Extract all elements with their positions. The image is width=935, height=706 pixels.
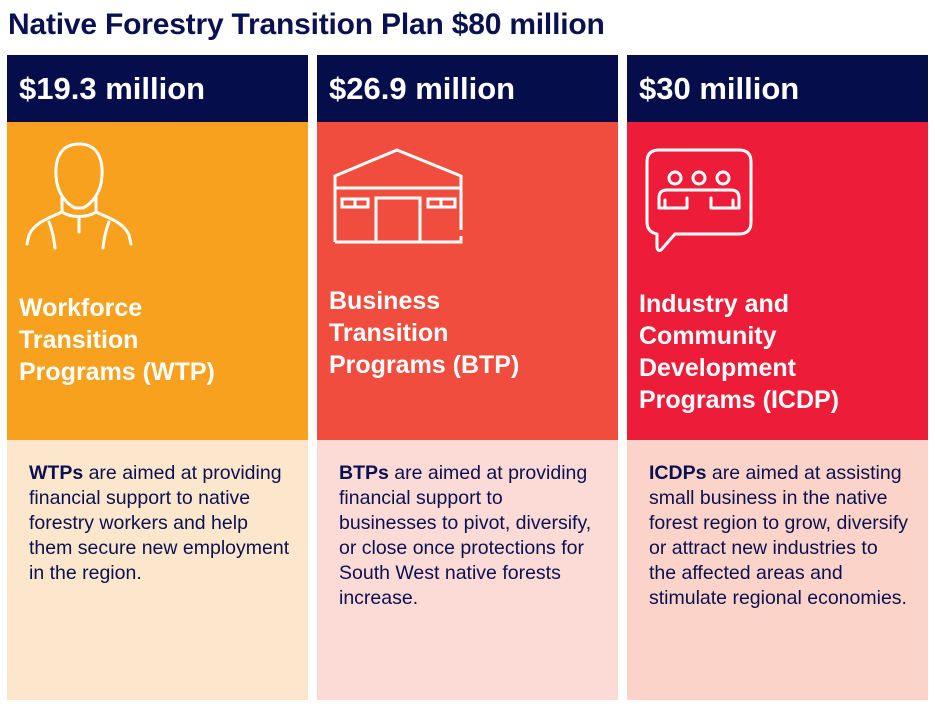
btp-name-line: Transition [329,319,449,347]
wtp-desc-text: are aimed at providing financial support… [29,462,290,584]
wtp-band: Workforce Transition Programs (WTP) [7,122,308,440]
icdp-description: ICDPs are aimed at assisting small busin… [627,440,928,700]
warehouse-icon [333,148,465,249]
wtp-name-line: Programs (WTP) [19,358,215,386]
btp-desc-bold: BTPs [339,462,389,484]
btp-name: Business Transition Programs (BTP) [329,285,519,381]
icdp-column: $30 million Industry and Community Devel… [627,55,928,700]
wtp-description: WTPs are aimed at providing financial su… [7,440,308,700]
btp-desc-text: are aimed at providing financial support… [339,462,592,609]
wtp-name-line: Workforce [19,294,143,322]
page-title: Native Forestry Transition Plan $80 mill… [8,8,605,41]
icdp-name: Industry and Community Development Progr… [639,288,839,416]
icdp-desc-text: are aimed at assisting small business in… [649,462,909,609]
icdp-name-line: Development [639,354,796,382]
icdp-name-line: Industry and [639,290,790,318]
btp-name-line: Programs (BTP) [329,351,520,379]
btp-name-line: Business [329,287,441,315]
wtp-name-line: Transition [19,326,139,354]
btp-column: $26.9 million Business Transition Progra… [317,55,618,700]
icdp-band: Industry and Community Development Progr… [627,122,928,440]
wtp-column: $19.3 million Workforce Transition Progr… [7,55,308,700]
wtp-name: Workforce Transition Programs (WTP) [19,292,215,388]
community-chat-icon [645,148,755,259]
person-icon [19,140,139,260]
icdp-amount: $30 million [627,55,928,122]
icdp-name-line: Community [639,322,777,350]
wtp-desc-bold: WTPs [29,462,84,484]
icdp-desc-bold: ICDPs [649,462,707,484]
btp-description: BTPs are aimed at providing financial su… [317,440,618,700]
wtp-amount: $19.3 million [7,55,308,122]
btp-band: Business Transition Programs (BTP) [317,122,618,440]
icdp-name-line: Programs (ICDP) [639,386,840,414]
btp-amount: $26.9 million [317,55,618,122]
